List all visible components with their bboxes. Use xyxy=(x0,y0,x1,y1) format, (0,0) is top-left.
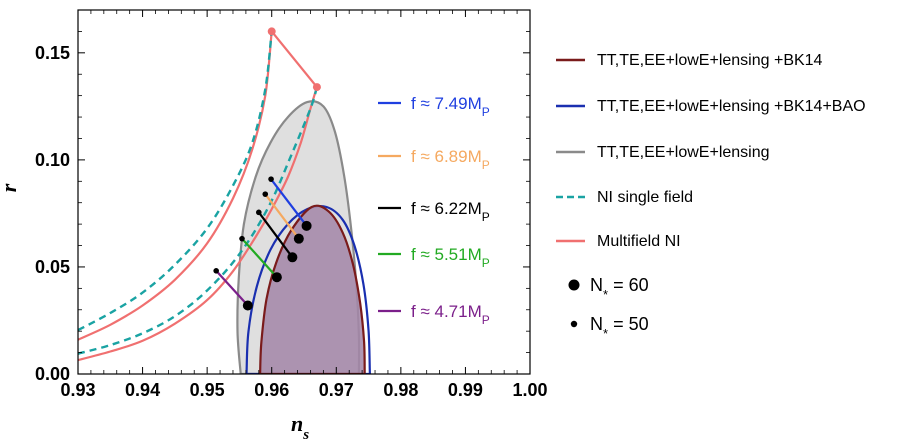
x-tick-label: 0.98 xyxy=(383,380,418,400)
coupling-annotation-label-1: f ≈ 7.49MP xyxy=(411,94,490,119)
marker-legend-subscript: * xyxy=(603,287,608,302)
coupling-annotation-text: f ≈ 5.51M xyxy=(411,245,482,264)
y-tick-label: 0.00 xyxy=(35,364,70,384)
plot-frame xyxy=(77,9,531,375)
plot-area xyxy=(78,27,372,374)
legend: TT,TE,EE+lowE+lensing +BK14 TT,TE,EE+lowE… xyxy=(556,52,866,250)
multifield-ni-top-segment xyxy=(270,30,318,88)
coupling-annotation-text: f ≈ 6.89M xyxy=(411,147,482,166)
n50-point-2 xyxy=(262,191,269,197)
coupling-annotation-text: f ≈ 4.71M xyxy=(411,302,482,321)
y-tick-label: 0.15 xyxy=(35,43,70,63)
n60-point-2 xyxy=(293,233,304,244)
marker-legend-symbol: N xyxy=(590,275,603,295)
coupling-annotation-label-5: f ≈ 4.71MP xyxy=(411,302,490,327)
marker-legend-symbol: N xyxy=(590,314,603,334)
y-axis-label: r xyxy=(0,183,21,192)
multifield-ni-curve-2 xyxy=(78,86,318,362)
coupling-annotation-label-3: f ≈ 6.22MP xyxy=(411,199,490,224)
coupling-line-4 xyxy=(241,237,278,278)
x-tick-label: 0.93 xyxy=(60,380,95,400)
coupling-line-1 xyxy=(270,178,308,227)
multifield-ni-curve-1 xyxy=(78,31,273,341)
marker-legend-value: = 50 xyxy=(608,314,649,334)
axis-ticks: 0.93 0.94 0.95 0.96 0.97 0.98 0.99 1.00 0.00 0.05… xyxy=(35,10,548,400)
x-tick-label: 0.99 xyxy=(448,380,483,400)
coupling-annotation-subscript: P xyxy=(482,256,490,270)
legend-label-4: NI single field xyxy=(597,189,693,206)
x-tick-label: 1.00 xyxy=(512,380,547,400)
legend-label-5: Multifield NI xyxy=(597,233,681,250)
legend-label-3: TT,TE,EE+lowE+lensing xyxy=(597,144,770,161)
n50-point-5 xyxy=(213,267,219,274)
marker-legend-label-2: N* = 50 xyxy=(590,314,649,341)
y-tick-label: 0.10 xyxy=(35,150,70,170)
plot-border xyxy=(77,9,531,375)
coupling-annotation-subscript: P xyxy=(482,210,490,224)
n60-point-4 xyxy=(271,272,282,283)
x-tick-label: 0.96 xyxy=(254,380,289,400)
marker-legend-dot-large xyxy=(568,279,580,291)
coupling-annotation-text: f ≈ 7.49M xyxy=(411,94,482,113)
coupling-line-3 xyxy=(257,211,294,258)
multifield-ni-endpoint-2 xyxy=(312,83,321,92)
coupling-line-5 xyxy=(215,270,249,307)
marker-legend-value: = 60 xyxy=(608,275,649,295)
coupling-annotation-subscript: P xyxy=(482,105,490,119)
n60-point-1 xyxy=(301,220,312,231)
legend-label-2: TT,TE,EE+lowE+lensing +BK14+BAO xyxy=(597,98,866,115)
x-tick-label: 0.94 xyxy=(125,380,160,400)
coupling-line-2 xyxy=(264,193,300,240)
ni-single-field-curve-2 xyxy=(78,86,319,355)
x-tick-label: 0.97 xyxy=(319,380,354,400)
coupling-annotation-subscript: P xyxy=(482,158,490,172)
marker-legend: N* = 60N* = 50 xyxy=(568,275,649,341)
marker-legend-dot-small xyxy=(570,320,578,328)
contour-line-tt-te-ee-lowe-lensing-bk14 xyxy=(258,204,366,374)
y-tick-label: 0.05 xyxy=(35,257,70,277)
multifield-ni-endpoint-1 xyxy=(267,27,276,36)
marker-legend-label-1: N* = 60 xyxy=(590,275,649,302)
n50-point-1 xyxy=(268,176,274,182)
x-axis-label-subscript: s xyxy=(302,427,309,439)
n50-point-3 xyxy=(255,209,262,216)
x-axis-label: ns xyxy=(291,411,309,439)
coupling-annotation-subscript: P xyxy=(482,313,490,327)
n60-point-5 xyxy=(242,300,253,311)
coupling-annotation-label-4: f ≈ 5.51MP xyxy=(411,245,490,270)
x-tick-label: 0.95 xyxy=(190,380,225,400)
coupling-annotation-label-2: f ≈ 6.89MP xyxy=(411,147,490,172)
ni-single-field-curve-1 xyxy=(78,31,273,332)
legend-label-1: TT,TE,EE+lowE+lensing +BK14 xyxy=(597,52,823,69)
n50-point-4 xyxy=(239,235,245,242)
n60-point-3 xyxy=(287,252,298,263)
coupling-annotation-text: f ≈ 6.22M xyxy=(411,199,482,218)
marker-legend-subscript: * xyxy=(603,326,608,341)
